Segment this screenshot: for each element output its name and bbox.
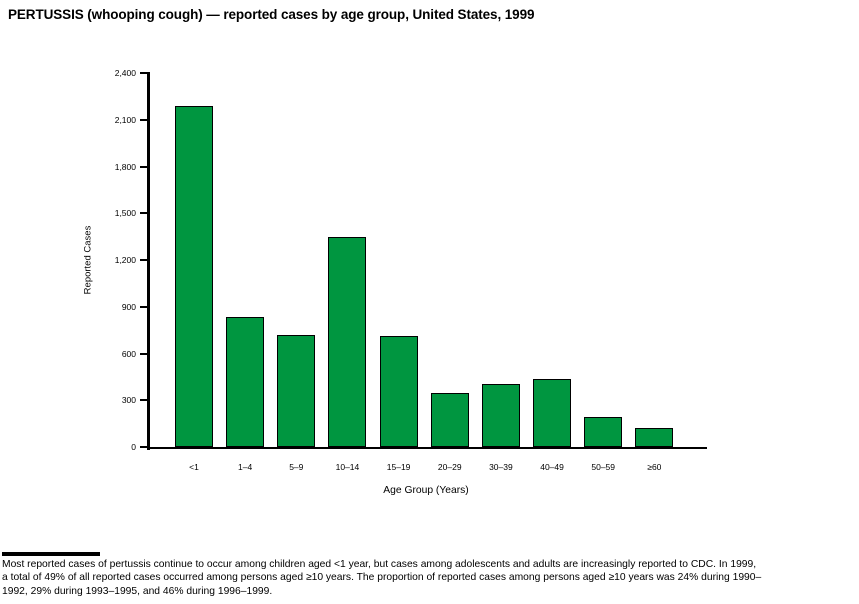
y-tick-mark bbox=[140, 212, 147, 215]
x-axis-line bbox=[147, 446, 707, 449]
bar-15–19 bbox=[379, 335, 418, 447]
bar-40–49 bbox=[533, 379, 572, 447]
x-tick-label: 20–29 bbox=[437, 462, 462, 472]
bar-20–29 bbox=[430, 393, 469, 447]
y-tick-mark bbox=[140, 352, 147, 355]
footnote-rule bbox=[2, 552, 100, 556]
bar-50–59 bbox=[584, 416, 623, 447]
bar-30–39 bbox=[481, 383, 520, 447]
x-tick-label: ≥60 bbox=[647, 462, 662, 472]
x-axis-title: Age Group (Years) bbox=[383, 485, 469, 496]
y-tick-label: 2,400 bbox=[114, 68, 136, 78]
y-tick-label: 1,800 bbox=[114, 161, 136, 172]
bar-10–14 bbox=[328, 237, 367, 447]
x-tick-label: 10–14 bbox=[335, 462, 360, 472]
x-tick-label: 1–4 bbox=[238, 462, 253, 472]
footnote-line: 1992, 29% during 1993–1995, and 46% duri… bbox=[2, 585, 273, 597]
y-tick-label: 0 bbox=[131, 442, 136, 452]
x-tick-label: 15–19 bbox=[386, 462, 411, 472]
bar-<1 bbox=[175, 105, 213, 447]
y-tick-mark bbox=[140, 72, 147, 74]
y-tick-label: 600 bbox=[121, 348, 136, 359]
bar-1–4 bbox=[226, 316, 265, 447]
y-tick-mark bbox=[140, 446, 147, 448]
y-tick-mark bbox=[140, 259, 147, 261]
chart-title: PERTUSSIS (whooping cough) — reported ca… bbox=[8, 7, 535, 22]
y-tick-label: 300 bbox=[121, 395, 136, 406]
x-tick-label: <1 bbox=[189, 462, 199, 472]
y-tick-mark bbox=[140, 165, 147, 168]
y-tick-mark bbox=[140, 399, 147, 402]
y-tick-label: 1,500 bbox=[114, 208, 136, 219]
x-tick-label: 30–39 bbox=[489, 462, 513, 472]
bar-≥60 bbox=[635, 427, 674, 447]
x-tick-label: 50–59 bbox=[591, 462, 615, 472]
y-axis-line bbox=[147, 71, 150, 450]
footnote-line: a total of 49% of all reported cases occ… bbox=[2, 572, 762, 584]
y-tick-label: 2,100 bbox=[114, 114, 136, 125]
footnote-line: Most reported cases of pertussis continu… bbox=[2, 559, 757, 570]
x-tick-label: 5–9 bbox=[289, 462, 304, 472]
y-tick-label: 900 bbox=[121, 301, 136, 312]
footnote: Most reported cases of pertussis continu… bbox=[2, 558, 859, 598]
y-tick-label: 1,200 bbox=[114, 255, 136, 265]
x-tick-label: 40–49 bbox=[540, 462, 564, 472]
y-tick-mark bbox=[140, 118, 147, 121]
y-tick-mark bbox=[140, 305, 147, 308]
bar-5–9 bbox=[277, 334, 316, 447]
